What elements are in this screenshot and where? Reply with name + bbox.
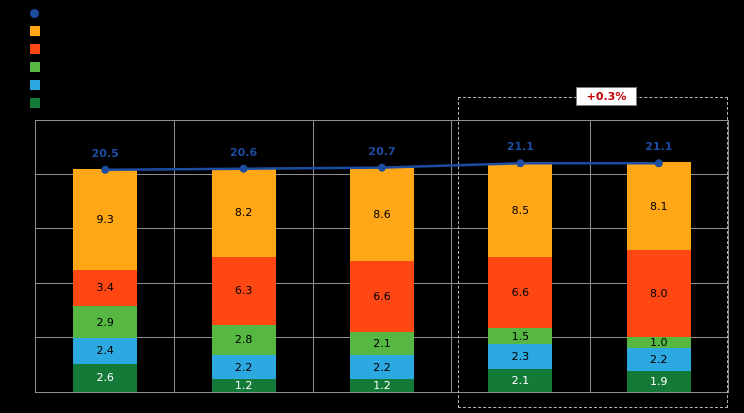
bar-segment-red: 8.0	[626, 250, 691, 337]
legend-item-series-darkgreen	[30, 98, 40, 108]
bar-segment-red: 6.6	[350, 260, 414, 333]
bar-segment-orange: 8.2	[211, 167, 276, 257]
series-green-swatch	[30, 62, 40, 72]
legend-item-series-orange	[30, 26, 40, 36]
bar-segment-orange: 9.3	[73, 168, 138, 270]
bar-segment-darkgreen: 1.2	[350, 379, 414, 392]
bar-segment-darkgreen: 1.2	[211, 379, 276, 392]
total-value-label: 20.5	[91, 146, 119, 160]
stacked-bar: 2.6 2.4 2.9 3.4 9.3	[73, 168, 138, 392]
gridline-vertical	[312, 121, 314, 392]
bar-segment-lightblue: 2.4	[73, 337, 138, 364]
legend-item-series-lightblue	[30, 80, 40, 90]
chart-legend	[30, 8, 40, 108]
total-value-label: 21.1	[645, 140, 673, 154]
bar-segment-darkgreen: 1.9	[626, 371, 691, 392]
legend-item-total-line-marker	[30, 8, 40, 18]
gridline-vertical	[451, 121, 453, 392]
total-line-marker-swatch	[30, 8, 39, 18]
annotation-label: +0.3%	[586, 90, 627, 103]
bar-segment-orange: 8.6	[350, 167, 414, 261]
stacked-bar: 1.2 2.2 2.8 6.3 8.2	[211, 167, 276, 392]
bar-segment-green: 2.8	[211, 324, 276, 356]
stacked-bar: 1.9 2.2 1.0 8.0 8.1	[626, 162, 691, 392]
bar-segment-lightblue: 2.2	[211, 355, 276, 379]
bar-segment-lightblue: 2.2	[350, 355, 414, 379]
stacked-bar: 2.1 2.3 1.5 6.6 8.5	[488, 164, 553, 392]
legend-item-series-green	[30, 62, 40, 72]
series-orange-swatch	[30, 26, 40, 36]
gridline-vertical	[174, 121, 176, 392]
bar-segment-green: 1.0	[626, 336, 691, 348]
series-red-swatch	[30, 44, 40, 54]
annotation-badge: +0.3%	[576, 87, 637, 106]
bar-segment-orange: 8.5	[488, 164, 553, 257]
legend-item-series-red	[30, 44, 40, 54]
bar-segment-red: 3.4	[73, 269, 138, 307]
stacked-bar: 1.2 2.2 2.1 6.6 8.6	[350, 167, 414, 392]
gridline-vertical	[589, 121, 591, 392]
bar-segment-green: 2.9	[73, 306, 138, 338]
bar-segment-lightblue: 2.3	[488, 344, 553, 370]
bar-segment-red: 6.3	[211, 256, 276, 325]
bar-segment-lightblue: 2.2	[626, 347, 691, 372]
total-value-label: 21.1	[506, 140, 534, 154]
bar-segment-darkgreen: 2.6	[73, 363, 138, 392]
bar-segment-darkgreen: 2.1	[488, 369, 553, 392]
series-darkgreen-swatch	[30, 98, 40, 108]
total-value-label: 20.6	[230, 145, 258, 159]
bar-segment-green: 1.5	[488, 328, 553, 345]
bar-segment-red: 6.6	[488, 256, 553, 329]
bar-segment-orange: 8.1	[626, 162, 691, 251]
series-lightblue-swatch	[30, 80, 40, 90]
bar-segment-green: 2.1	[350, 332, 414, 356]
total-value-label: 20.7	[368, 144, 396, 158]
